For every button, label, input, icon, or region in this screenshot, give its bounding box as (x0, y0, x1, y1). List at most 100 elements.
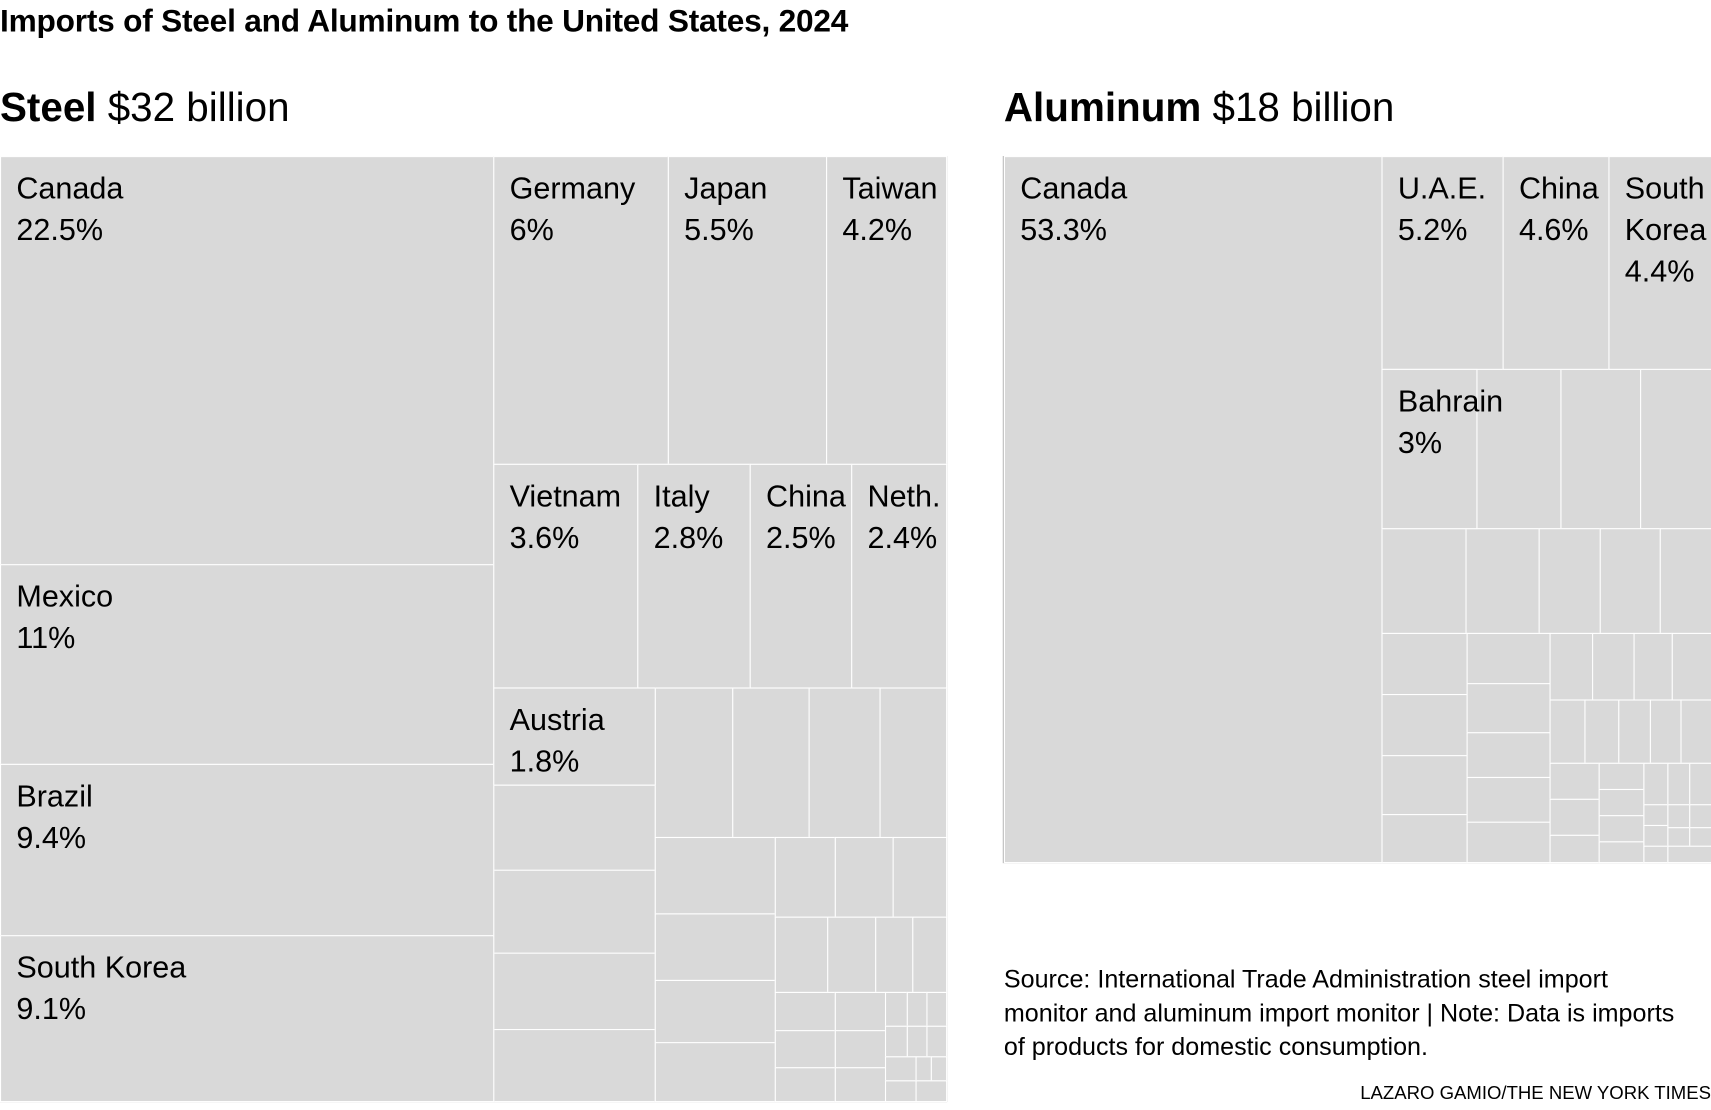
country-name: Canada (1020, 171, 1128, 206)
treemap-cell-unlabeled (834, 1030, 887, 1069)
treemap-cell-unlabeled (884, 1056, 917, 1082)
treemap-cell-unlabeled (1466, 821, 1551, 864)
treemap-cell-unlabeled (884, 1025, 908, 1058)
share-value: 1.8% (509, 744, 580, 779)
cell-label: Neth. 2.4% (868, 476, 941, 559)
cell-label: Germany 6% (510, 168, 636, 251)
treemap-cell-unlabeled (1633, 632, 1673, 701)
share-value: 6% (509, 212, 554, 247)
treemap-cell-unlabeled (879, 687, 948, 839)
country-name: Neth. (867, 479, 941, 513)
country-name: South Korea (1624, 171, 1707, 247)
treemap-cell-unlabeled (1598, 788, 1645, 817)
treemap-cell-unlabeled (774, 1067, 836, 1103)
share-value: 9.4% (16, 820, 87, 855)
treemap-cell-unlabeled (1549, 798, 1600, 836)
treemap-cell-unlabeled (1667, 804, 1691, 829)
country-name: Bahrain (1397, 384, 1504, 418)
treemap-cell-unlabeled (892, 836, 948, 918)
share-value: 9.1% (16, 991, 87, 1026)
share-value: 53.3% (1020, 212, 1107, 247)
treemap-cell-unlabeled (493, 784, 656, 871)
cell-label: China 4.6% (1519, 168, 1599, 251)
treemap-cell-unlabeled (1381, 694, 1468, 757)
country-name: China (1518, 171, 1599, 206)
cell-label: Canada 22.5% (16, 168, 123, 251)
treemap-cell-unlabeled (906, 991, 928, 1027)
country-name: U.A.E. (1397, 171, 1487, 206)
treemap-cell-unlabeled (1689, 762, 1711, 806)
country-name: Canada (16, 171, 124, 206)
treemap-cell: China 4.6% (1502, 156, 1610, 370)
aluminum-label: Aluminum (1003, 85, 1202, 130)
share-value: 5.5% (684, 212, 754, 247)
treemap-cell-unlabeled (1466, 632, 1551, 685)
aluminum-total: $18 billion (1212, 85, 1395, 130)
share-value: 3% (1397, 425, 1442, 460)
steel-total: $32 billion (107, 85, 290, 130)
country-name: Vietnam (509, 479, 622, 513)
country-name: Mexico (16, 579, 114, 614)
cell-label: Bahrain 3% (1398, 381, 1503, 464)
country-name: South Korea (16, 950, 187, 985)
treemap-cell-unlabeled (1667, 762, 1691, 806)
share-value: 4.4% (1624, 254, 1695, 289)
treemap-cell-unlabeled (834, 1067, 887, 1103)
treemap-cell-unlabeled (654, 913, 776, 981)
treemap-cell: Taiwan 4.2% (826, 156, 948, 465)
treemap-cell-unlabeled (1598, 815, 1645, 843)
country-name: Taiwan (842, 171, 938, 206)
treemap-cell: Austria 1.8% (493, 687, 656, 786)
treemap-cell-unlabeled (1476, 368, 1562, 530)
share-value: 2.8% (653, 520, 724, 555)
treemap-cell-unlabeled (774, 916, 829, 993)
treemap-cell-unlabeled (1599, 528, 1661, 634)
treemap-cell-unlabeled (774, 1030, 836, 1069)
share-value: 5.2% (1397, 212, 1468, 247)
treemap-cell-unlabeled (827, 916, 877, 993)
treemap-cell-unlabeled (915, 1056, 932, 1082)
treemap-cell: Italy 2.8% (637, 463, 751, 689)
country-name: Austria (509, 702, 605, 737)
treemap-cell: Germany 6% (493, 156, 669, 465)
treemap-cell: Mexico 11% (0, 564, 495, 765)
treemap-cell-unlabeled (912, 916, 948, 993)
treemap-cell-unlabeled (1667, 845, 1711, 864)
treemap-cell-unlabeled (926, 1025, 948, 1058)
treemap-cell: Vietnam 3.6% (493, 463, 639, 689)
treemap-cell-unlabeled (926, 991, 948, 1027)
share-value: 2.4% (867, 520, 938, 555)
treemap-cell-unlabeled (834, 991, 887, 1032)
aluminum-treemap: Canada 53.3% U.A.E. 5.2% China 4.6% South K… (1002, 156, 1711, 864)
treemap-cell: U.A.E. 5.2% (1381, 156, 1504, 370)
treemap-cell-unlabeled (875, 916, 914, 993)
share-value: 4.6% (1518, 212, 1589, 247)
treemap-cell-unlabeled (1671, 632, 1711, 701)
treemap-cell-unlabeled (654, 687, 734, 839)
treemap-cell-unlabeled (1618, 699, 1651, 764)
treemap-cell-unlabeled (834, 836, 894, 918)
cell-label: Canada 53.3% (1020, 168, 1127, 251)
cell-label: South Korea 4.4% (1625, 168, 1707, 292)
treemap-cell: Canada 53.3% (1003, 156, 1383, 864)
cell-label: China 2.5% (766, 476, 846, 559)
treemap-cell-unlabeled (808, 687, 881, 839)
cell-label: Italy 2.8% (654, 476, 724, 559)
source-note: Source: International Trade Administrati… (1003, 964, 1675, 1061)
treemap-cell: Japan 5.5% (667, 156, 828, 465)
treemap-cell-unlabeled (1549, 834, 1600, 864)
treemap-cell-unlabeled (774, 836, 836, 918)
country-name: China (766, 479, 846, 513)
treemap-cell: Canada 22.5% (0, 156, 495, 566)
treemap-cell-unlabeled (1689, 827, 1711, 847)
treemap-cell-unlabeled (1689, 804, 1711, 829)
treemap-cell-unlabeled (1560, 368, 1642, 530)
aluminum-header: Aluminum $18 billion (1004, 85, 1394, 131)
share-value: 4.2% (842, 212, 913, 247)
treemap-cell-unlabeled (654, 1042, 776, 1103)
cell-label: Vietnam 3.6% (510, 476, 622, 559)
treemap-cell-unlabeled (1598, 841, 1645, 864)
cell-label: Japan 5.5% (684, 168, 767, 251)
treemap-cell: Neth. 2.4% (851, 463, 948, 689)
